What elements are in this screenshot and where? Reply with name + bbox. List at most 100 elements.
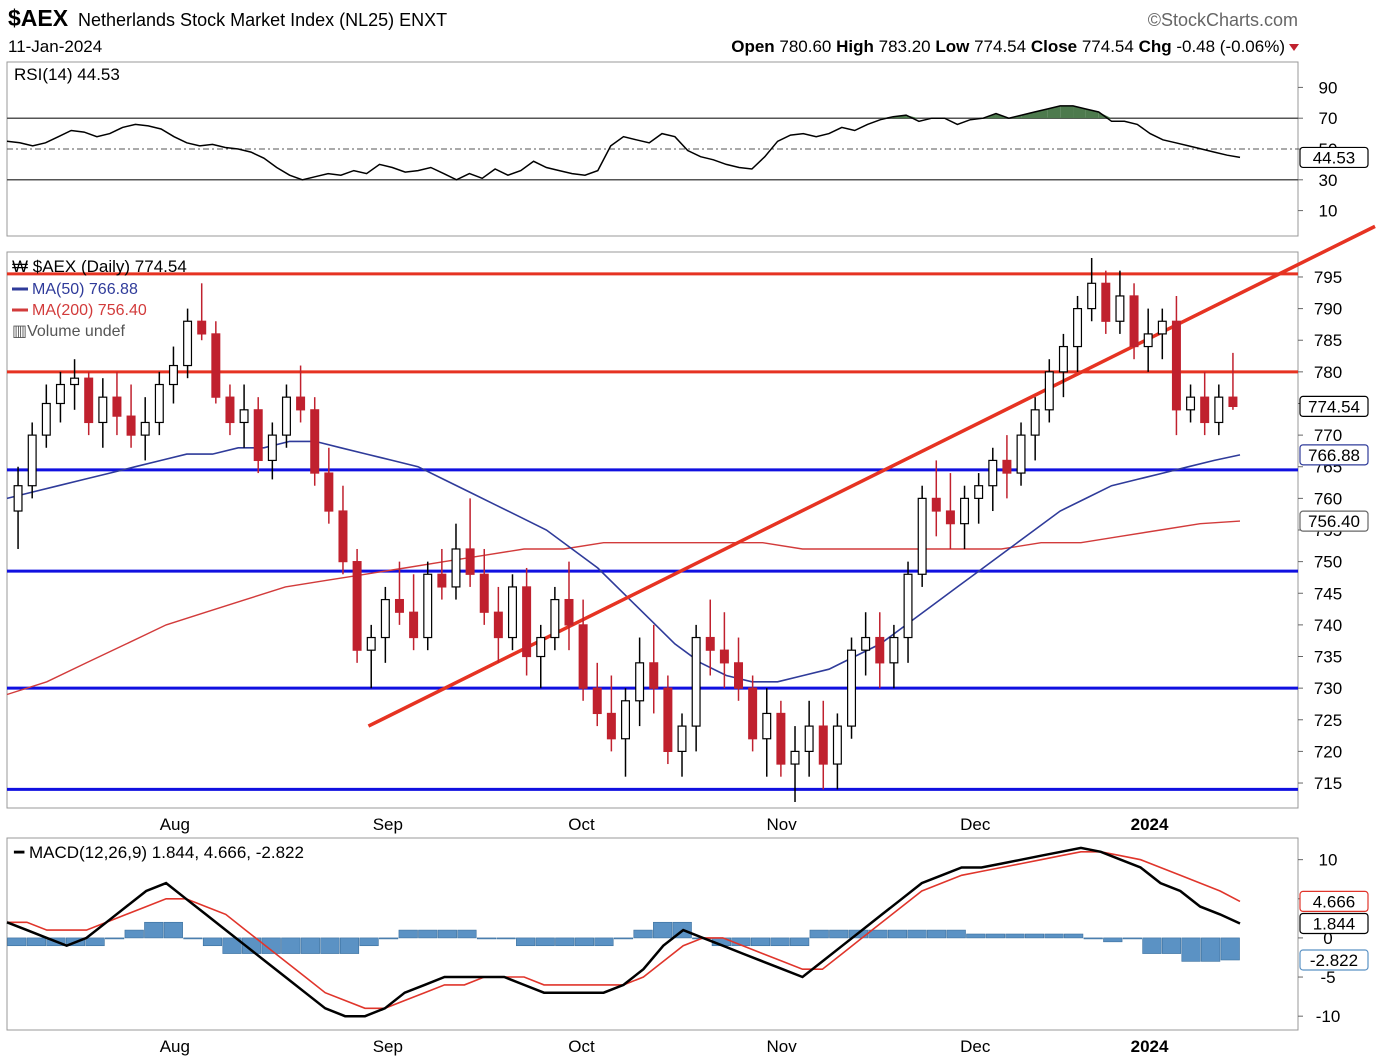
- candle-body: [380, 598, 390, 639]
- price-tick-label: 795: [1314, 268, 1342, 287]
- price-tick-label: 760: [1314, 489, 1342, 508]
- macd-last-value-box: [1299, 912, 1369, 935]
- macd-hist-last-value: -2.822: [1310, 951, 1358, 970]
- candle-body: [409, 611, 419, 639]
- candle-body: [875, 636, 885, 664]
- macd-histogram-bar: [7, 937, 27, 947]
- macd-histogram-bar: [868, 929, 888, 939]
- macd-histogram-bar: [555, 937, 575, 947]
- candle-body: [988, 459, 998, 487]
- macd-histogram-bar: [574, 937, 594, 947]
- candle-body: [522, 586, 532, 658]
- candle-body: [889, 636, 899, 664]
- candle-body: [437, 573, 447, 588]
- price-tick-label: 745: [1314, 584, 1342, 603]
- candle-body: [776, 712, 786, 765]
- candle-body: [931, 497, 941, 512]
- macd-tick-label: 0: [1323, 929, 1332, 948]
- macd-x-axis-label: Dec: [960, 1037, 991, 1056]
- candle-body: [592, 687, 602, 715]
- rsi-overbought-fill: [1060, 105, 1074, 119]
- macd-histogram-bar: [183, 937, 203, 940]
- candle-body: [41, 402, 51, 436]
- candle-body: [606, 712, 616, 740]
- macd-histogram-bar: [281, 937, 301, 954]
- macd-x-axis-label: Sep: [373, 1037, 403, 1056]
- chg-down-arrow-icon: [1289, 44, 1299, 51]
- macd-histogram-bar: [770, 937, 790, 947]
- candle-body: [183, 320, 193, 367]
- macd-histogram-bar: [261, 937, 281, 954]
- candle-body: [917, 497, 927, 575]
- macd-histogram-bar: [339, 937, 360, 954]
- candle-body: [211, 333, 221, 398]
- rsi-tick-label: 30: [1319, 171, 1338, 190]
- macd-histogram-bar: [535, 937, 555, 947]
- candle-body: [1044, 371, 1054, 411]
- candle-body: [691, 636, 701, 727]
- rsi-last-value-box: [1299, 146, 1369, 169]
- candle-body: [1200, 396, 1210, 424]
- macd-histogram-bar: [1064, 933, 1084, 939]
- price-tick-label: 750: [1314, 553, 1342, 572]
- macd-histogram-bar: [829, 929, 849, 939]
- macd-signal-last-value-box: [1299, 890, 1369, 912]
- ma50-legend: MA(50) 766.88: [32, 281, 138, 298]
- candle-body: [748, 687, 758, 740]
- chart-header: $AEX Netherlands Stock Market Index (NL25…: [8, 5, 1299, 56]
- candle-body: [154, 383, 164, 424]
- candle-body: [663, 687, 673, 752]
- macd-histogram-bar: [222, 937, 242, 954]
- volume-legend: ▥Volume undef: [12, 323, 126, 340]
- price-tick-label: 735: [1314, 648, 1342, 667]
- candle-body: [310, 409, 320, 474]
- price-tick-label: 725: [1314, 711, 1342, 730]
- macd-x-axis-label: Oct: [568, 1037, 595, 1056]
- candle-body: [296, 396, 306, 411]
- macd-histogram-bar: [1083, 937, 1103, 940]
- candle-body: [27, 434, 37, 487]
- watermark: ©StockCharts.com: [1148, 10, 1298, 30]
- candle-body: [1186, 396, 1196, 411]
- ma200-last-value-box: [1299, 510, 1369, 532]
- price-tick-label: 715: [1314, 774, 1342, 793]
- candle-body: [394, 598, 404, 613]
- macd-histogram-bar: [927, 929, 947, 939]
- macd-histogram-bar: [26, 937, 46, 947]
- price-tick-label: 790: [1314, 300, 1342, 319]
- price-last-value-box: [1299, 395, 1369, 417]
- macd-histogram-bar: [476, 937, 497, 940]
- macd-line: [6, 846, 1241, 1018]
- price-tick-label: 730: [1314, 679, 1342, 698]
- rsi-tick-label: 10: [1319, 202, 1338, 221]
- candle-body: [1228, 396, 1238, 407]
- candle-body: [818, 725, 828, 765]
- macd-histogram-bar: [1103, 937, 1123, 943]
- macd-histogram-bar: [594, 937, 614, 947]
- macd-x-axis-label: Nov: [766, 1037, 797, 1056]
- macd-histogram-bar: [359, 937, 379, 947]
- rsi-tick-label: 90: [1319, 78, 1338, 97]
- macd-histogram-bar: [1005, 933, 1025, 939]
- candle-body: [225, 396, 235, 424]
- candle-body: [168, 364, 178, 386]
- macd-histogram-bar: [300, 937, 320, 954]
- rsi-overbought-fill: [1085, 108, 1099, 119]
- candle-body: [1157, 320, 1167, 335]
- macd-signal-last-value: 4.666: [1313, 892, 1356, 911]
- rsi-tick-label: 70: [1319, 109, 1338, 128]
- price-panel: 7157207257307357407457507557607657707757…: [6, 224, 1376, 809]
- macd-histogram-bar: [516, 937, 536, 947]
- x-axis-label: Aug: [160, 815, 190, 834]
- candle-body: [13, 485, 23, 512]
- candle-body: [507, 586, 517, 639]
- macd-x-axis-label: 2024: [1131, 1037, 1169, 1056]
- macd-histogram-bar: [379, 937, 399, 940]
- macd-last-value: 1.844: [1313, 914, 1356, 933]
- macd-histogram-bar: [1142, 937, 1162, 954]
- macd-histogram-bar: [163, 921, 183, 939]
- price-tick-label: 740: [1314, 616, 1342, 635]
- macd-histogram-bar: [887, 929, 908, 939]
- macd-histogram-bar: [1161, 937, 1182, 954]
